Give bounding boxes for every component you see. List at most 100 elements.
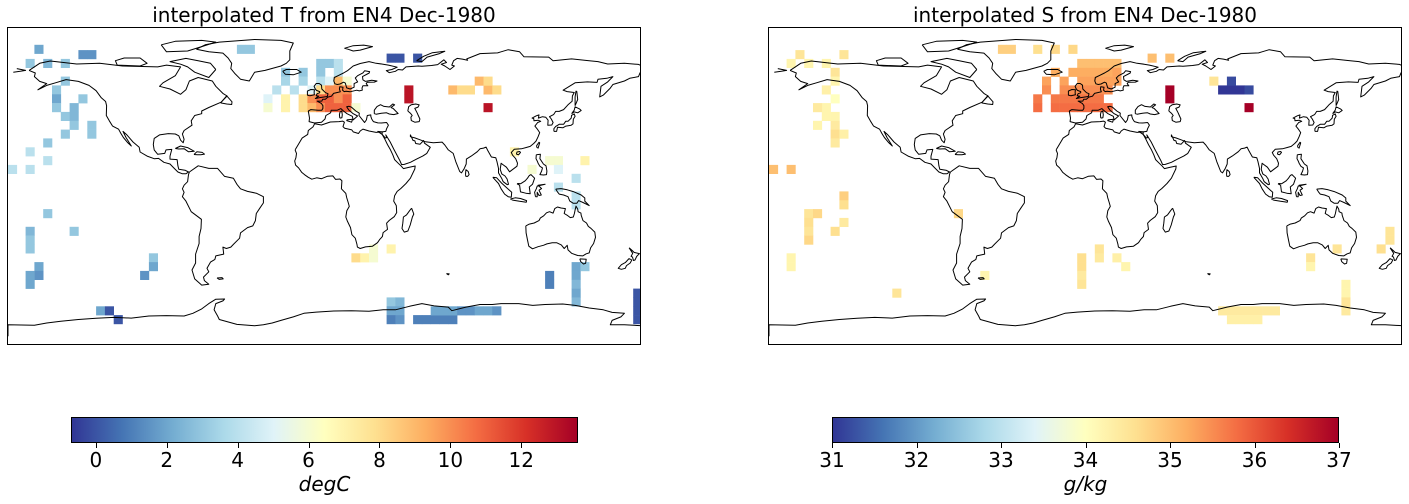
data-cell [439, 315, 449, 325]
colorbar-ticks-salinity: 31 32 33 34 35 36 37 [819, 443, 1352, 473]
data-cell [1006, 44, 1016, 54]
coastline-path [1105, 44, 1134, 52]
coastline-path [8, 298, 640, 337]
data-cell [1086, 103, 1096, 113]
coastline-path [1286, 205, 1357, 257]
data-cell [1341, 306, 1351, 316]
data-cell [52, 103, 62, 113]
coastline-path [306, 89, 315, 97]
data-cell [69, 103, 79, 113]
data-cell [281, 67, 291, 77]
data-cell [60, 111, 70, 121]
data-cell [87, 50, 97, 60]
data-cell [1042, 85, 1052, 95]
colorbar-tick [1170, 443, 1171, 448]
data-cell [34, 262, 44, 272]
data-cell [821, 58, 831, 68]
colorbar-tick-label: 2 [160, 448, 174, 472]
data-cell [821, 85, 831, 95]
coastline-path [574, 90, 579, 106]
data-cell [1077, 253, 1087, 263]
data-cell [333, 85, 343, 95]
data-cell [25, 164, 35, 174]
coastline-path [1389, 247, 1401, 261]
coastline-path [515, 151, 521, 156]
data-cell [571, 279, 581, 289]
data-cell [830, 94, 840, 104]
data-cell [448, 85, 458, 95]
coastline-path [446, 273, 450, 276]
coastline-path [617, 258, 633, 270]
map-temperature[interactable] [7, 27, 641, 345]
coastline-path [774, 68, 788, 73]
data-cell [571, 297, 581, 307]
data-cell [316, 94, 326, 104]
coastline-path [875, 57, 909, 67]
data-cell [571, 200, 581, 210]
data-cell [839, 50, 849, 60]
data-cell [325, 58, 335, 68]
data-cell [474, 76, 484, 86]
coastline-path [981, 95, 994, 105]
coastline-path [1067, 89, 1076, 97]
colorbar-tick [1085, 443, 1087, 448]
data-cell [1059, 85, 1069, 95]
data-cell [25, 147, 35, 157]
data-cell [316, 103, 326, 113]
data-cell [1094, 85, 1104, 95]
data-cell [272, 85, 282, 95]
coastline-path [1271, 197, 1289, 203]
data-cell [1068, 44, 1078, 54]
data-cell [43, 138, 53, 148]
data-cell [830, 67, 840, 77]
data-cell [483, 85, 493, 95]
data-cell [1112, 253, 1122, 263]
coastline-path [769, 298, 1401, 337]
colorbar-tick-label: 6 [302, 448, 315, 472]
coastline-path [1316, 188, 1351, 207]
data-cell [69, 226, 79, 236]
coastline-path [160, 39, 217, 53]
coastline-path [401, 207, 415, 233]
data-cells-temperature [8, 44, 640, 325]
coastline-path [282, 69, 302, 76]
data-cell [360, 253, 370, 263]
coastline-path [628, 247, 640, 261]
data-cell [804, 235, 814, 245]
map-salinity[interactable] [768, 27, 1402, 345]
coastline-path [1296, 153, 1309, 176]
data-cell [1385, 226, 1395, 236]
data-cell [553, 156, 563, 166]
colorbar-salinity [832, 417, 1339, 443]
colorbar-tick-label: 33 [988, 448, 1014, 472]
coastline-path [1335, 90, 1340, 106]
data-cell [527, 164, 537, 174]
coastline-path [465, 169, 470, 177]
data-cell [1226, 85, 1236, 95]
data-cell [395, 315, 405, 325]
data-cell [386, 306, 396, 316]
panel-title-temperature: interpolated T from EN4 Dec-1980 [152, 3, 496, 27]
coastline-path [28, 60, 228, 175]
coastline-path [1207, 273, 1211, 276]
coastline-path [1332, 106, 1343, 115]
coastline-path [510, 197, 528, 203]
data-cell [1042, 76, 1052, 86]
data-cell [1068, 67, 1078, 77]
data-cell [404, 85, 414, 95]
data-cell [1112, 67, 1122, 77]
data-cell [1068, 103, 1078, 113]
data-cell [298, 94, 308, 104]
data-cell [1262, 306, 1272, 316]
data-cell [430, 315, 440, 325]
data-cell [1385, 235, 1395, 245]
data-cell [830, 111, 840, 121]
data-cell [1165, 94, 1175, 104]
data-cell [483, 306, 493, 316]
coastline-path [535, 153, 548, 176]
data-cell [60, 58, 70, 68]
coastline-path [1177, 50, 1207, 63]
data-cell [404, 94, 414, 104]
data-cell [69, 111, 79, 121]
coastline-path [789, 60, 989, 175]
